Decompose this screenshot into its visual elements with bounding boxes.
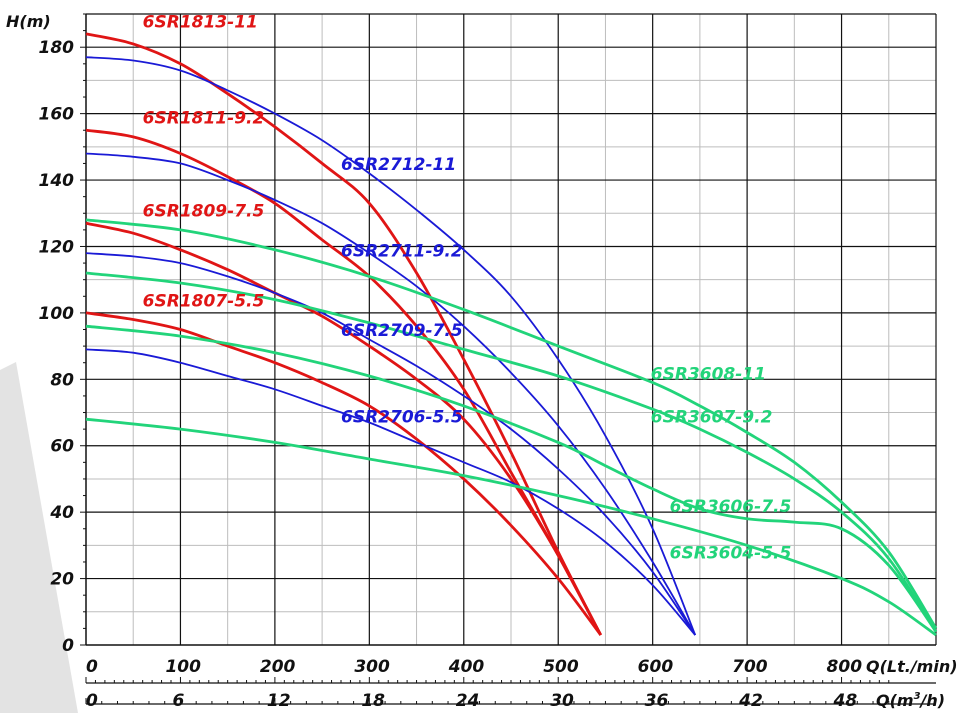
y-tick-label: 0 <box>62 636 74 656</box>
x-axis-label-lpm: Q(Lt./min) <box>866 657 958 676</box>
x-axis-label-m3h: Q(m3/h) <box>876 691 945 710</box>
x-tick-label-lpm: 800 <box>827 657 863 677</box>
curve-label-6SR2711-9.2: 6SR2711-9.2 <box>341 241 463 261</box>
x-tick-label-lpm: 500 <box>543 657 579 677</box>
curve-label-6SR2712-11: 6SR2712-11 <box>341 155 456 175</box>
x-tick-label-m3h: 42 <box>738 691 763 711</box>
curve-6SR2709-7.5 <box>85 252 696 636</box>
x-tick-label-m3h: 18 <box>361 691 385 711</box>
x-tick-label-lpm: 0 <box>86 657 98 677</box>
x-tick-label-m3h: 0 <box>86 691 98 711</box>
y-tick-label: 20 <box>50 570 74 590</box>
x-tick-label-m3h: 6 <box>172 691 184 711</box>
curve-label-6SR3608-11: 6SR3608-11 <box>651 364 766 384</box>
x-tick-label-lpm: 700 <box>732 657 768 677</box>
curve-6SR2712-11 <box>85 56 697 636</box>
curve-label-6SR1807-5.5: 6SR1807-5.5 <box>143 291 265 311</box>
x-tick-label-m3h: 48 <box>833 691 858 711</box>
curve-6SR1809-7.5 <box>85 221 602 636</box>
y-tick-label: 40 <box>49 503 74 523</box>
x-axis-label-m3h-base: Q(m <box>876 691 914 710</box>
curve-6SR3608-11 <box>85 218 938 630</box>
curve-6SR3604-5.5 <box>85 417 937 637</box>
axes <box>80 13 937 705</box>
curve-label-6SR2709-7.5: 6SR2709-7.5 <box>341 321 463 341</box>
y-tick-label: 100 <box>39 304 75 324</box>
pump-curves <box>85 32 938 637</box>
x-tick-label-m3h: 12 <box>267 691 291 711</box>
x-tick-label-lpm: 100 <box>165 657 201 677</box>
y-tick-label: 80 <box>50 370 74 390</box>
x-tick-label-m3h: 36 <box>645 691 669 711</box>
x-tick-label-lpm: 400 <box>448 657 485 677</box>
y-tick-label: 60 <box>50 437 74 457</box>
curve-labels: 6SR1813-11 6SR1811-9.2 6SR1809-7.5 6SR1807-… <box>143 12 792 563</box>
y-tick-label: 160 <box>39 105 75 125</box>
curve-label-6SR2706-5.5: 6SR2706-5.5 <box>341 407 463 427</box>
x-axis-ticks-lpm: 0 100 200 300 400 500 600 700 800 <box>86 657 862 677</box>
curve-label-6SR1813-11: 6SR1813-11 <box>143 12 258 32</box>
x-tick-label-lpm: 300 <box>354 657 390 677</box>
x-axis-label-m3h-tail: /h) <box>919 691 946 710</box>
curve-label-6SR3604-5.5: 6SR3604-5.5 <box>670 544 792 564</box>
y-tick-label: 120 <box>39 237 75 257</box>
curve-6SR1813-11 <box>85 32 602 636</box>
curve-label-6SR3606-7.5: 6SR3606-7.5 <box>670 497 792 517</box>
curve-6SR3607-9.2 <box>85 271 938 633</box>
y-tick-label: 180 <box>39 38 75 58</box>
curve-6SR1807-5.5 <box>85 311 602 636</box>
x-tick-label-lpm: 600 <box>638 657 674 677</box>
curve-6SR3606-7.5 <box>85 324 938 633</box>
curve-6SR2706-5.5 <box>85 348 696 636</box>
x-axis-ticks-m3h: 0 6 12 18 24 30 36 42 48 <box>86 691 857 711</box>
x-tick-label-m3h: 24 <box>456 691 480 711</box>
x-tick-label-lpm: 200 <box>260 657 296 677</box>
y-axis-ticks: 0 20 40 60 80 100 120 140 160 180 <box>39 38 75 656</box>
curve-label-6SR1809-7.5: 6SR1809-7.5 <box>143 202 265 222</box>
y-axis-label: H(m) <box>6 12 51 31</box>
y-tick-label: 140 <box>39 171 75 191</box>
x-axis-label-m3h-sup: 3 <box>914 691 921 702</box>
curve-label-6SR3607-9.2: 6SR3607-9.2 <box>651 407 773 427</box>
curve-6SR2711-9.2 <box>85 152 696 636</box>
curve-label-6SR1811-9.2: 6SR1811-9.2 <box>143 109 265 129</box>
x-tick-label-m3h: 30 <box>550 691 574 711</box>
